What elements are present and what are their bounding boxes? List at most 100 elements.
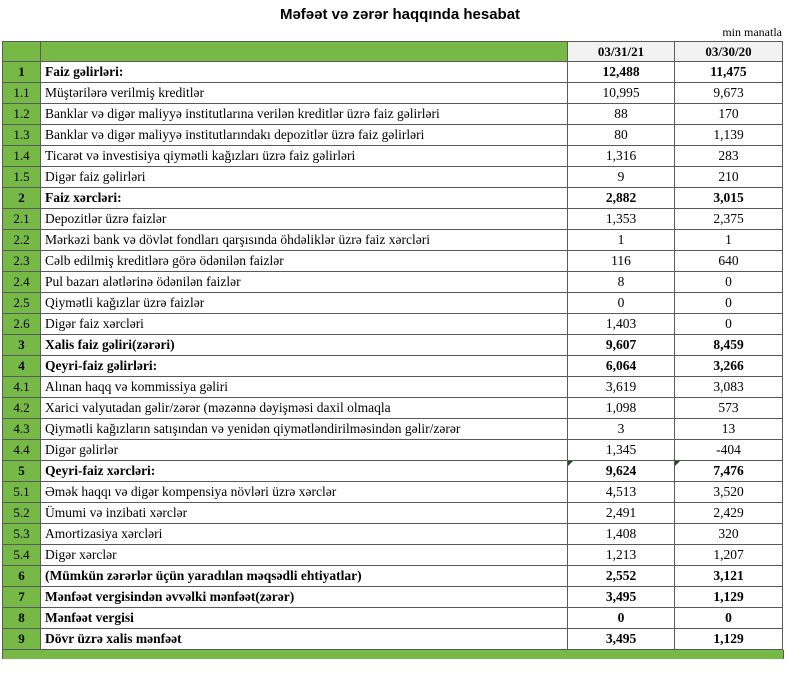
value-cell-date-1[interactable]: 1,345 xyxy=(567,439,675,461)
partial-next-row[interactable] xyxy=(2,650,784,659)
value-cell-date-1[interactable]: 0 xyxy=(567,607,675,629)
row-label-cell[interactable]: Faiz gəlirləri: xyxy=(40,61,568,83)
value-cell-date-1[interactable]: 2,552 xyxy=(567,565,675,587)
row-label-cell[interactable]: Digər faiz gəlirləri xyxy=(40,166,568,188)
row-number-cell[interactable]: 7 xyxy=(2,586,41,608)
row-label-cell[interactable]: Qiymətli kağızlar üzrə faizlər xyxy=(40,292,568,314)
value-cell-date-2[interactable]: 9,673 xyxy=(674,82,783,104)
value-cell-date-2[interactable]: 283 xyxy=(674,145,783,167)
value-cell-date-1[interactable]: 3,619 xyxy=(567,376,675,398)
value-cell-date-2[interactable]: 3,015 xyxy=(674,187,783,209)
value-cell-date-2[interactable]: 1,207 xyxy=(674,544,783,566)
row-label-cell[interactable]: Digər xərclər xyxy=(40,544,568,566)
row-number-cell[interactable]: 5 xyxy=(2,460,41,482)
row-number-cell[interactable]: 4.3 xyxy=(2,418,41,440)
row-number-cell[interactable]: 4.2 xyxy=(2,397,41,419)
row-label-cell[interactable]: Xarici valyutadan gəlir/zərər (məzənnə d… xyxy=(40,397,568,419)
row-number-cell[interactable]: 5.3 xyxy=(2,523,41,545)
row-number-cell[interactable]: 8 xyxy=(2,607,41,629)
row-label-cell[interactable]: Qeyri-faiz xərcləri: xyxy=(40,460,568,482)
row-label-cell[interactable]: Cəlb edilmiş kreditlərə görə ödənilən fa… xyxy=(40,250,568,272)
value-cell-date-1[interactable]: 3 xyxy=(567,418,675,440)
value-cell-date-1[interactable]: 8 xyxy=(567,271,675,293)
value-cell-date-2[interactable]: 210 xyxy=(674,166,783,188)
value-cell-date-1[interactable]: 0 xyxy=(567,292,675,314)
value-cell-date-2[interactable]: 0 xyxy=(674,607,783,629)
value-cell-date-2[interactable]: 0 xyxy=(674,271,783,293)
value-cell-date-2[interactable]: 7,476 xyxy=(674,460,783,482)
row-number-cell[interactable]: 1.3 xyxy=(2,124,41,146)
value-cell-date-1[interactable]: 1,213 xyxy=(567,544,675,566)
row-label-cell[interactable]: Mənfəət vergisi xyxy=(40,607,568,629)
value-cell-date-2[interactable]: 1,129 xyxy=(674,586,783,608)
value-cell-date-2[interactable]: 11,475 xyxy=(674,61,783,83)
row-number-cell[interactable]: 4.1 xyxy=(2,376,41,398)
value-cell-date-2[interactable]: 3,121 xyxy=(674,565,783,587)
row-label-cell[interactable]: Dövr üzrə xalis mənfəət xyxy=(40,628,568,650)
row-label-cell[interactable]: Mərkəzi bank və dövlət fondları qarşısın… xyxy=(40,229,568,251)
row-label-cell[interactable]: Banklar və digər maliyyə institutlarına … xyxy=(40,103,568,125)
row-number-cell[interactable]: 2.2 xyxy=(2,229,41,251)
value-cell-date-1[interactable]: 80 xyxy=(567,124,675,146)
header-description-cell[interactable] xyxy=(40,41,568,62)
value-cell-date-2[interactable]: 2,375 xyxy=(674,208,783,230)
value-cell-date-1[interactable]: 2,882 xyxy=(567,187,675,209)
row-number-cell[interactable]: 1.5 xyxy=(2,166,41,188)
value-cell-date-2[interactable]: 3,266 xyxy=(674,355,783,377)
value-cell-date-2[interactable]: 0 xyxy=(674,292,783,314)
value-cell-date-2[interactable]: 1,129 xyxy=(674,628,783,650)
value-cell-date-1[interactable]: 1,408 xyxy=(567,523,675,545)
value-cell-date-1[interactable]: 3,495 xyxy=(567,628,675,650)
row-label-cell[interactable]: Digər gəlirlər xyxy=(40,439,568,461)
value-cell-date-1[interactable]: 88 xyxy=(567,103,675,125)
value-cell-date-1[interactable]: 1,403 xyxy=(567,313,675,335)
row-label-cell[interactable]: Qiymətli kağızların satışından və yenidə… xyxy=(40,418,568,440)
row-number-cell[interactable]: 1.4 xyxy=(2,145,41,167)
header-corner-cell[interactable] xyxy=(2,41,41,62)
value-cell-date-1[interactable]: 3,495 xyxy=(567,586,675,608)
row-label-cell[interactable]: Ticarət və investisiya qiymətli kağızlar… xyxy=(40,145,568,167)
value-cell-date-1[interactable]: 1,316 xyxy=(567,145,675,167)
row-number-cell[interactable]: 4 xyxy=(2,355,41,377)
row-label-cell[interactable]: Xalis faiz gəliri(zərəri) xyxy=(40,334,568,356)
value-cell-date-2[interactable]: 320 xyxy=(674,523,783,545)
row-number-cell[interactable]: 6 xyxy=(2,565,41,587)
row-number-cell[interactable]: 2.4 xyxy=(2,271,41,293)
value-cell-date-1[interactable]: 116 xyxy=(567,250,675,272)
value-cell-date-2[interactable]: 3,520 xyxy=(674,481,783,503)
value-cell-date-2[interactable]: 640 xyxy=(674,250,783,272)
value-cell-date-1[interactable]: 1 xyxy=(567,229,675,251)
row-number-cell[interactable]: 5.2 xyxy=(2,502,41,524)
row-label-cell[interactable]: Amortizasiya xərcləri xyxy=(40,523,568,545)
value-cell-date-1[interactable]: 4,513 xyxy=(567,481,675,503)
value-cell-date-1[interactable]: 1,353 xyxy=(567,208,675,230)
value-cell-date-2[interactable]: 170 xyxy=(674,103,783,125)
row-label-cell[interactable]: Pul bazarı alətlərinə ödənilən faizlər xyxy=(40,271,568,293)
row-number-cell[interactable]: 9 xyxy=(2,628,41,650)
column-header-date-2[interactable]: 03/30/20 xyxy=(674,41,783,62)
row-label-cell[interactable]: Faiz xərcləri: xyxy=(40,187,568,209)
value-cell-date-1[interactable]: 12,488 xyxy=(567,61,675,83)
row-number-cell[interactable]: 5.4 xyxy=(2,544,41,566)
row-number-cell[interactable]: 3 xyxy=(2,334,41,356)
value-cell-date-1[interactable]: 10,995 xyxy=(567,82,675,104)
row-label-cell[interactable]: Digər faiz xərcləri xyxy=(40,313,568,335)
value-cell-date-2[interactable]: 0 xyxy=(674,313,783,335)
row-label-cell[interactable]: Qeyri-faiz gəlirləri: xyxy=(40,355,568,377)
value-cell-date-2[interactable]: 573 xyxy=(674,397,783,419)
row-label-cell[interactable]: Alınan haqq və kommissiya gəliri xyxy=(40,376,568,398)
value-cell-date-1[interactable]: 9,624 xyxy=(567,460,675,482)
row-label-cell[interactable]: Müştərilərə verilmiş kreditlər xyxy=(40,82,568,104)
row-label-cell[interactable]: Banklar və digər maliyyə institutlarında… xyxy=(40,124,568,146)
value-cell-date-1[interactable]: 2,491 xyxy=(567,502,675,524)
row-number-cell[interactable]: 1.2 xyxy=(2,103,41,125)
row-number-cell[interactable]: 5.1 xyxy=(2,481,41,503)
row-label-cell[interactable]: Depozitlər üzrə faizlər xyxy=(40,208,568,230)
value-cell-date-2[interactable]: 13 xyxy=(674,418,783,440)
value-cell-date-1[interactable]: 1,098 xyxy=(567,397,675,419)
value-cell-date-1[interactable]: 9,607 xyxy=(567,334,675,356)
value-cell-date-2[interactable]: 8,459 xyxy=(674,334,783,356)
value-cell-date-2[interactable]: 2,429 xyxy=(674,502,783,524)
value-cell-date-2[interactable]: 1 xyxy=(674,229,783,251)
row-label-cell[interactable]: Mənfəət vergisindən əvvəlki mənfəət(zərə… xyxy=(40,586,568,608)
